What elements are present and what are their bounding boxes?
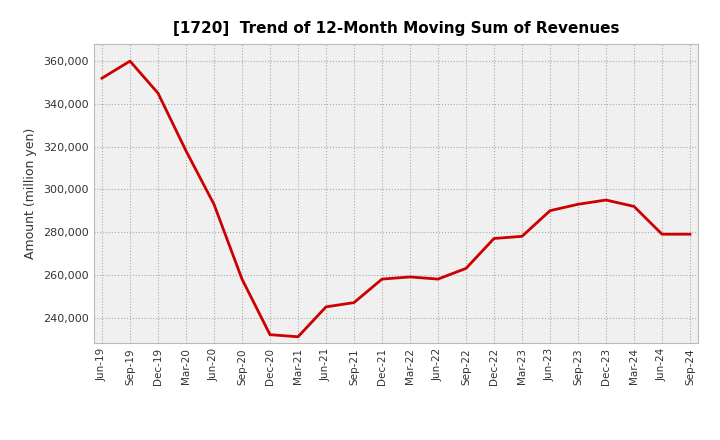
Title: [1720]  Trend of 12-Month Moving Sum of Revenues: [1720] Trend of 12-Month Moving Sum of R… <box>173 21 619 36</box>
Y-axis label: Amount (million yen): Amount (million yen) <box>24 128 37 259</box>
